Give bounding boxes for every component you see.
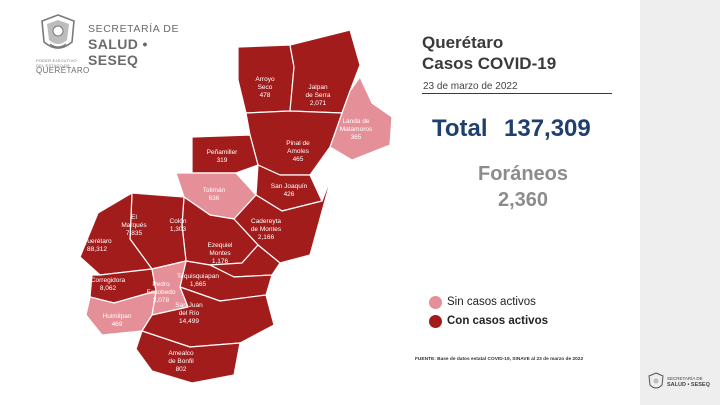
logo-line3: QUERÉTARO [36, 66, 90, 75]
report-date: 23 de marzo de 2022 [423, 81, 518, 92]
region-penamiller [191, 134, 259, 174]
label-pinal-de-amoles: Pinal de Amoles 465 [286, 140, 310, 163]
label-cadereyta-de-montes: Cadereyta de Montes 2,166 [251, 218, 282, 241]
side-panel [640, 0, 720, 405]
label-jalpan-de-serra: Jalpan de Serra 2,071 [306, 84, 331, 107]
label-san-juan-del-rio: San Juan del Río 14,499 [175, 302, 203, 325]
label-toliman: Tolimán 636 [203, 187, 226, 202]
legend-label-active: Con casos activos [447, 315, 548, 327]
source-note: FUENTE: Base de datos estatal COVID-19, … [415, 357, 584, 362]
label-el-marques: El Marqués 7,835 [121, 214, 147, 237]
corner-logo-line2: SALUD • SESEQ [667, 382, 710, 388]
date-divider [422, 93, 612, 94]
corner-logo-line1: SECRETARÍA DE [667, 376, 703, 381]
logo-line2: SALUD • SESEQ [88, 36, 148, 68]
state-crest-icon [41, 14, 75, 49]
foraneos-label: Foráneos [477, 163, 569, 185]
legend-swatch-active [429, 315, 442, 328]
label-san-joaquin: San Joaquín 426 [271, 183, 308, 198]
corner-logo: SECRETARÍA DE SALUD • SESEQ [647, 370, 717, 398]
queretaro-map: Arroyo Seco 478 Jalpan de Serra 2,071 Landa … [79, 29, 393, 384]
report-title-line2: Casos COVID-19 [422, 54, 557, 73]
label-queretaro: Querétaro 88,312 [82, 238, 112, 253]
foraneos-value: 2,360 [497, 189, 549, 211]
label-amealco-de-bonfil: Amealco de Bonfil 802 [168, 350, 194, 373]
total-label: Total [432, 115, 488, 142]
label-landa-de-matamoros: Landa de Matamoros 365 [340, 118, 373, 141]
label-pedro-escobedo: Pedro Escobedo 3,078 [147, 281, 176, 304]
total-value: 137,309 [504, 115, 591, 142]
logo-line1: SECRETARÍA DE [88, 23, 180, 35]
crest-caption: PODER EJECUTIVO DEL ESTADO DE [36, 58, 77, 68]
label-ezequiel-montes: Ezequiel Montes 1,176 [208, 242, 233, 265]
seseq-logo: PODER EJECUTIVO DEL ESTADO DE SECRETARÍA… [36, 12, 186, 75]
label-corregidora: Corregidora 8,062 [91, 277, 126, 292]
label-penamiller: Peñamiller 319 [207, 149, 239, 164]
label-colon: Colón 1,303 [170, 218, 187, 233]
report-title-line1: Querétaro [422, 33, 504, 52]
label-tequisquiapan: Tequisquiapan 1,665 [177, 273, 219, 288]
corner-crest-icon [648, 372, 664, 389]
label-arroyo-seco: Arroyo Seco 478 [255, 76, 275, 99]
region-amealco-de-bonfil [135, 330, 241, 384]
legend-swatch-inactive [429, 296, 442, 309]
label-huimilpan: Huimilpan 469 [103, 313, 132, 328]
legend-label-inactive: Sin casos activos [447, 296, 536, 308]
